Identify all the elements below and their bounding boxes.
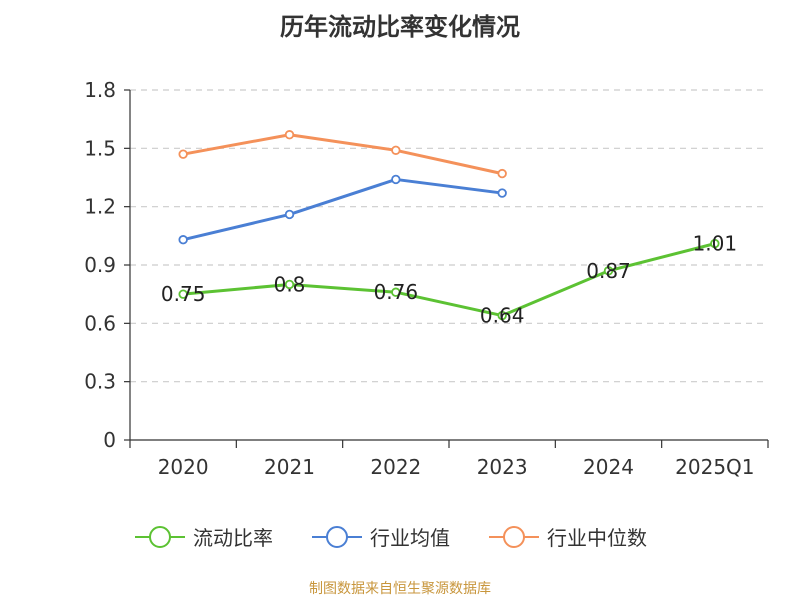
series-1 xyxy=(178,238,720,321)
y-tick-label: 0.9 xyxy=(84,253,116,277)
series-line xyxy=(182,177,503,242)
legend-marker-icon xyxy=(503,526,525,548)
data-point[interactable] xyxy=(284,209,295,220)
data-point[interactable] xyxy=(497,168,507,179)
legend-marker-icon xyxy=(149,526,171,548)
series-layer xyxy=(178,130,720,321)
data-label: 0.87 xyxy=(586,259,631,283)
legend-item-2[interactable]: 行业均值 xyxy=(312,526,450,550)
data-point[interactable] xyxy=(284,279,295,290)
y-tick-label: 1.2 xyxy=(84,195,116,219)
x-tick-label: 2020 xyxy=(158,455,209,479)
legend-label: 行业中位数 xyxy=(547,526,647,550)
data-point[interactable] xyxy=(178,289,188,299)
data-point[interactable] xyxy=(603,266,614,276)
data-point[interactable] xyxy=(391,287,401,297)
data-point[interactable] xyxy=(284,130,295,140)
data-label: 0.76 xyxy=(374,280,419,304)
legend-item-3[interactable]: 行业中位数 xyxy=(489,526,647,550)
legend[interactable]: 流动比率 行业均值 行业中位数 xyxy=(135,526,647,550)
data-point[interactable] xyxy=(497,188,507,198)
legend-item-1[interactable]: 流动比率 xyxy=(135,526,273,550)
chart-title: 历年流动比率变化情况 xyxy=(280,13,520,41)
source-note: 制图数据来自恒生聚源数据库 xyxy=(309,581,491,597)
data-point[interactable] xyxy=(391,174,401,185)
series-line xyxy=(183,242,716,318)
data-label: 1.01 xyxy=(693,232,738,256)
data-point[interactable] xyxy=(391,145,401,155)
y-tick-label: 1.5 xyxy=(84,136,116,160)
grid-lines xyxy=(130,89,768,383)
data-labels: 0.75 0.8 0.76 0.64 0.87 1.01 xyxy=(161,232,737,328)
data-point[interactable] xyxy=(178,149,188,159)
data-point[interactable] xyxy=(178,235,188,245)
series-line xyxy=(182,133,503,176)
x-tick-label: 2023 xyxy=(477,455,528,479)
legend-label: 行业均值 xyxy=(370,526,450,550)
x-tick-label: 2022 xyxy=(370,455,421,479)
data-label: 0.75 xyxy=(161,282,206,306)
x-tick-label: 2025Q1 xyxy=(675,455,754,479)
x-tick-label: 2021 xyxy=(264,455,315,479)
axes: 0 0.3 0.6 0.9 1.2 1.5 1.8 2020 2021 2022 2023 2024 2… xyxy=(84,78,769,479)
data-label: 0.64 xyxy=(480,304,525,328)
y-tick-label: 0.3 xyxy=(84,370,116,394)
data-label: 0.8 xyxy=(274,272,306,296)
legend-marker-icon xyxy=(326,526,348,548)
data-point[interactable] xyxy=(497,310,507,321)
y-tick-label: 0 xyxy=(103,428,116,452)
data-point[interactable] xyxy=(710,238,720,249)
legend-label: 流动比率 xyxy=(193,526,273,550)
y-tick-label: 1.8 xyxy=(84,78,116,102)
series-2 xyxy=(178,174,507,245)
y-tick-label: 0.6 xyxy=(84,311,116,335)
series-3 xyxy=(178,130,507,179)
x-tick-label: 2024 xyxy=(583,455,634,479)
